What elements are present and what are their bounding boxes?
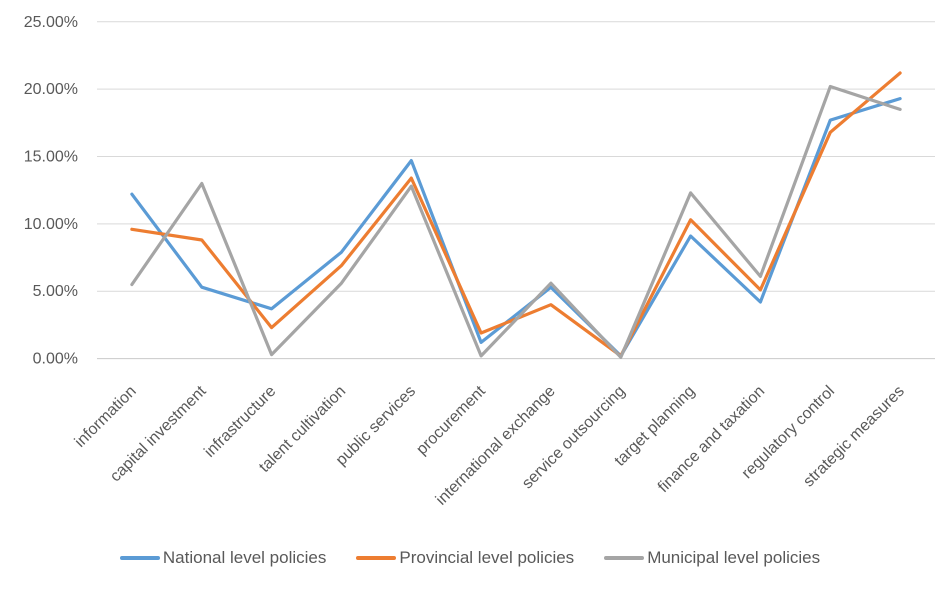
legend-line-swatch-provincial bbox=[356, 556, 397, 560]
legend-item-national: National level policies bbox=[119, 548, 327, 568]
line-chart: 0.00% 5.00% 10.00% 15.00% 20.00% 25.00% inform… bbox=[24, 14, 935, 509]
legend-item-municipal: Municipal level policies bbox=[604, 548, 820, 568]
legend-label-municipal: Municipal level policies bbox=[647, 548, 821, 567]
y-tick-label: 0.00% bbox=[33, 351, 78, 368]
legend-label-provincial: Provincial level policies bbox=[399, 548, 575, 567]
y-tick-label: 10.00% bbox=[24, 216, 78, 233]
legend-line-swatch-national bbox=[119, 556, 160, 560]
y-tick-label: 25.00% bbox=[24, 14, 78, 31]
series-line-national bbox=[130, 96, 902, 358]
y-tick-label: 5.00% bbox=[33, 283, 78, 300]
x-category-label: international exchange bbox=[433, 383, 559, 509]
legend-item-provincial: Provincial level policies bbox=[356, 548, 574, 568]
legend-line-swatch-municipal bbox=[604, 556, 645, 560]
y-tick-label: 20.00% bbox=[24, 81, 78, 98]
y-tick-label: 15.00% bbox=[24, 149, 78, 166]
series-line-municipal bbox=[130, 84, 902, 359]
x-category-label: procurement bbox=[413, 382, 489, 458]
legend-label-national: National level policies bbox=[162, 548, 327, 567]
chart-legend: National level policies Provincial level… bbox=[0, 548, 940, 568]
x-category-label: infrastructure bbox=[201, 383, 279, 461]
x-category-label: information bbox=[72, 383, 140, 451]
